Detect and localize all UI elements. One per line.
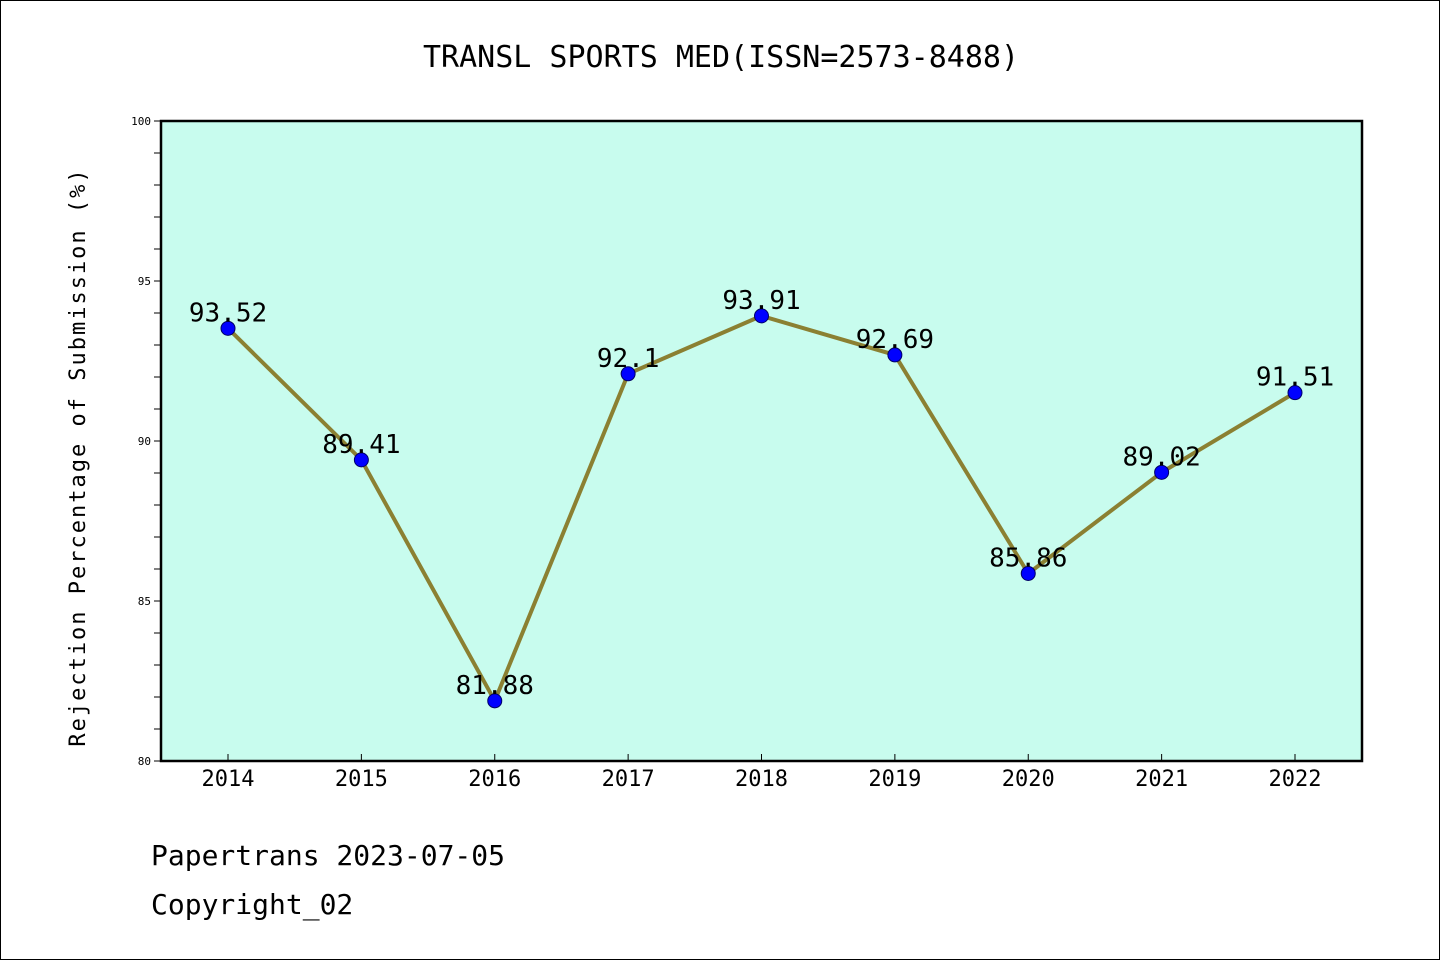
x-tick-label: 2019 xyxy=(868,767,921,792)
footer-date: Papertrans 2023-07-05 xyxy=(151,839,505,872)
x-tick-label: 2020 xyxy=(1002,767,1055,792)
data-label: 92.1 xyxy=(597,344,660,374)
data-label: 81.88 xyxy=(456,671,534,701)
y-tick-label: 85 xyxy=(138,595,151,608)
data-point xyxy=(1020,565,1036,581)
data-label: 93.91 xyxy=(722,286,800,316)
y-axis-ticks: 80 85 90 95 100 xyxy=(131,115,161,768)
data-label: 89.41 xyxy=(322,430,400,460)
data-point xyxy=(1287,385,1303,401)
x-tick-label: 2016 xyxy=(468,767,521,792)
data-point xyxy=(754,308,769,324)
y-axis-label: Rejection Percentage of Submission (%) xyxy=(66,167,91,746)
chart-title: TRANSL SPORTS MED(ISSN=2573-8488) xyxy=(423,40,1019,75)
data-point xyxy=(1154,464,1170,480)
x-tick-label: 2017 xyxy=(602,767,655,792)
x-tick-label: 2014 xyxy=(202,767,255,792)
data-point xyxy=(887,347,903,363)
y-tick-label: 100 xyxy=(131,115,151,128)
y-tick-label: 90 xyxy=(138,435,151,448)
y-tick-label: 95 xyxy=(138,275,151,288)
data-label: 85.86 xyxy=(989,543,1067,573)
x-tick-label: 2018 xyxy=(735,767,788,792)
data-point xyxy=(353,452,369,468)
y-tick-label: 80 xyxy=(138,755,151,768)
data-point xyxy=(220,320,236,336)
data-point xyxy=(620,366,636,382)
data-label: 89.02 xyxy=(1122,442,1200,472)
plot-area xyxy=(159,119,1364,763)
data-point xyxy=(487,693,503,709)
footer-copyright: Copyright_02 xyxy=(151,888,353,922)
data-label: 92.69 xyxy=(856,325,934,355)
x-tick-label: 2015 xyxy=(335,767,388,792)
x-tick-label: 2022 xyxy=(1269,767,1322,792)
markers-group xyxy=(220,308,1303,709)
data-label: 91.51 xyxy=(1256,363,1334,393)
x-axis-ticks: 2014 2015 2016 2017 2018 2019 2020 2021 2022 xyxy=(202,754,1322,792)
data-label: 93.52 xyxy=(189,298,267,328)
x-tick-label: 2021 xyxy=(1135,767,1188,792)
data-labels-group: 93.52 89.41 81.88 92.1 93.91 92.69 85.86 89.02 9… xyxy=(189,286,1334,701)
